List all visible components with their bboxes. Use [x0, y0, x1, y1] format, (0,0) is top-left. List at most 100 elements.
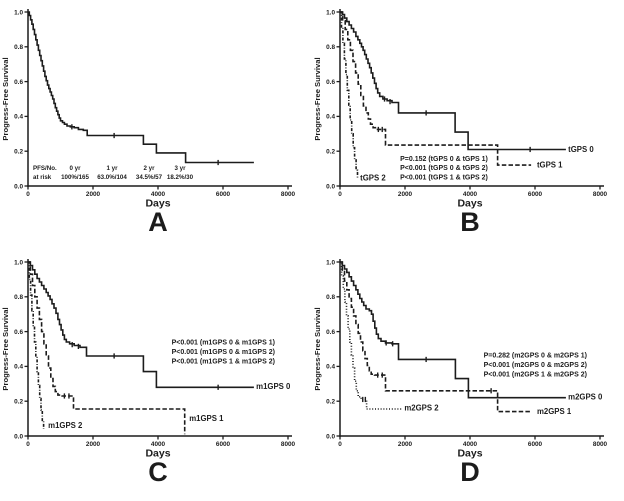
x-tick-label: 6000 [528, 441, 543, 448]
series-label-tGPS-1: tGPS 1 [537, 161, 563, 170]
y-axis-label: Progress-Free Survival [1, 307, 10, 390]
panel-c: 0 2000 4000 6000 8000 0.0 0.2 0.4 0.6 0.8 1.0 Progr… [0, 250, 312, 500]
pvalue-line: P<0.001 (m1GPS 0 & m1GPS 1) [172, 340, 275, 347]
pvalue-line: P<0.001 (tGPS 1 & tGPS 2) [400, 174, 488, 181]
x-tick-label: 0 [26, 191, 30, 198]
risk-table-row1-label: PFS/No. [33, 165, 57, 172]
km-curve-m1GPS-2 [28, 261, 45, 429]
x-axis-label: Days [457, 198, 482, 210]
y-tick-label: 0.8 [326, 294, 335, 301]
risk-table-time: 0 yr [69, 165, 81, 172]
y-tick-label: 0.4 [14, 114, 23, 121]
x-tick-label: 4000 [151, 441, 166, 448]
km-curve-m1GPS-1 [28, 261, 186, 435]
km-curve-m2GPS-2 [340, 261, 402, 410]
risk-table-value: 18.2%/30 [167, 174, 194, 181]
y-tick-label: 0.0 [14, 433, 23, 440]
risk-table-time: 3 yr [174, 165, 186, 172]
y-tick-label: 0.6 [14, 79, 23, 86]
y-tick-label: 0.8 [14, 294, 23, 301]
x-tick-label: 0 [26, 441, 30, 448]
km-chart-a: 0 2000 4000 6000 8000 0.0 0.2 0.4 0.6 0.8 1.0 Progr… [1, 9, 296, 210]
series-label-m2GPS-2: m2GPS 2 [404, 404, 439, 413]
y-tick-label: 0.2 [14, 399, 23, 406]
x-tick-label: 2000 [398, 191, 413, 198]
y-tick-label: 1.0 [14, 9, 23, 16]
km-curve-m2GPS-0 [340, 261, 566, 399]
x-tick-label: 8000 [593, 441, 608, 448]
risk-table-time: 2 yr [143, 165, 155, 172]
series-label-m1GPS-1: m1GPS 1 [189, 414, 224, 423]
pvalue-line: P<0.001 (m2GPS 0 & m2GPS 2) [484, 362, 587, 369]
series-label-m2GPS-0: m2GPS 0 [568, 392, 603, 401]
y-axis-label: Progress-Free Survival [313, 307, 322, 390]
risk-table-value: 63.0%/104 [97, 174, 127, 181]
panel-b: 0 2000 4000 6000 8000 0.0 0.2 0.4 0.6 0.8 1.0 Progr… [312, 0, 624, 250]
panel-letter-d: D [460, 457, 480, 487]
series-label-m2GPS-1: m2GPS 1 [537, 407, 572, 416]
x-tick-label: 0 [338, 441, 342, 448]
y-tick-label: 0.0 [326, 183, 335, 190]
y-tick-label: 1.0 [14, 259, 23, 266]
x-tick-label: 2000 [398, 441, 413, 448]
panel-letter-c: C [148, 457, 168, 487]
y-tick-label: 0.6 [14, 329, 23, 336]
pvalue-line: P=0.152 (tGPS 0 & tGPS 1) [400, 156, 488, 163]
series-label-m1GPS-0: m1GPS 0 [256, 382, 291, 391]
y-tick-label: 0.6 [326, 79, 335, 86]
panel-a: 0 2000 4000 6000 8000 0.0 0.2 0.4 0.6 0.8 1.0 Progr… [0, 0, 312, 250]
x-axis-label: Days [145, 198, 170, 210]
panel-letter-a: A [148, 207, 168, 237]
x-tick-label: 2000 [86, 441, 101, 448]
y-tick-label: 0.4 [14, 364, 23, 371]
km-chart-b: 0 2000 4000 6000 8000 0.0 0.2 0.4 0.6 0.8 1.0 Progr… [313, 9, 608, 210]
km-curve-tGPS-1 [340, 11, 532, 166]
km-chart-c: 0 2000 4000 6000 8000 0.0 0.2 0.4 0.6 0.8 1.0 Progr… [1, 259, 296, 460]
pvalue-line: P<0.001 (m1GPS 0 & m1GPS 2) [172, 349, 275, 356]
y-tick-label: 0.8 [14, 44, 23, 51]
pvalue-line: P<0.001 (m1GPS 1 & m1GPS 2) [172, 358, 275, 365]
risk-table-row2-label: at risk [33, 174, 52, 181]
y-tick-label: 0.0 [326, 433, 335, 440]
x-tick-label: 4000 [151, 191, 166, 198]
y-axis-label: Progress-Free Survival [313, 57, 322, 140]
x-tick-label: 6000 [528, 191, 543, 198]
x-tick-label: 0 [338, 191, 342, 198]
y-tick-label: 0.0 [14, 183, 23, 190]
x-axis-label: Days [145, 448, 170, 460]
y-tick-label: 0.4 [326, 114, 335, 121]
km-curve-PFS [28, 11, 254, 164]
series-label-m1GPS-2: m1GPS 2 [48, 421, 83, 430]
y-tick-label: 0.8 [326, 44, 335, 51]
x-axis-label: Days [457, 448, 482, 460]
x-tick-label: 8000 [281, 441, 296, 448]
x-tick-label: 2000 [86, 191, 101, 198]
x-tick-label: 8000 [593, 191, 608, 198]
panel-d: 0 2000 4000 6000 8000 0.0 0.2 0.4 0.6 0.8 1.0 Progr… [312, 250, 624, 500]
series-label-tGPS-2: tGPS 2 [360, 174, 386, 183]
y-tick-label: 0.2 [326, 149, 335, 156]
y-tick-label: 0.4 [326, 364, 335, 371]
km-curve-m2GPS-1 [340, 261, 532, 413]
x-tick-label: 4000 [463, 441, 478, 448]
km-chart-d: 0 2000 4000 6000 8000 0.0 0.2 0.4 0.6 0.8 1.0 Progr… [313, 259, 608, 460]
pvalue-line: P=0.282 (m2GPS 0 & m2GPS 1) [484, 353, 587, 360]
km-curve-m1GPS-0 [28, 261, 254, 389]
pvalue-line: P<0.001 (tGPS 0 & tGPS 2) [400, 165, 488, 172]
y-axis-label: Progress-Free Survival [1, 57, 10, 140]
pvalue-line: P<0.001 (m2GPS 1 & m2GPS 2) [484, 371, 587, 378]
km-curve-tGPS-2 [340, 11, 359, 179]
km-curve-tGPS-0 [340, 11, 566, 151]
y-tick-label: 0.2 [14, 149, 23, 156]
y-tick-label: 0.2 [326, 399, 335, 406]
y-tick-label: 1.0 [326, 259, 335, 266]
x-tick-label: 8000 [281, 191, 296, 198]
y-tick-label: 1.0 [326, 9, 335, 16]
panel-letter-b: B [460, 207, 480, 237]
x-tick-label: 6000 [216, 191, 231, 198]
x-tick-label: 4000 [463, 191, 478, 198]
y-tick-label: 0.6 [326, 329, 335, 336]
series-label-tGPS-0: tGPS 0 [568, 145, 594, 154]
risk-table-value: 34.5%/57 [136, 174, 163, 181]
